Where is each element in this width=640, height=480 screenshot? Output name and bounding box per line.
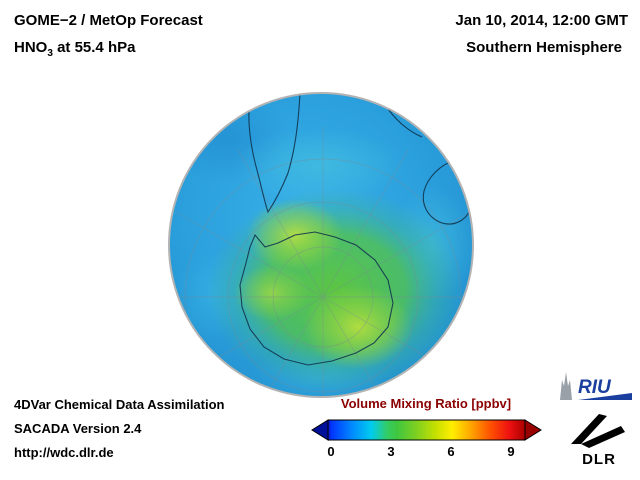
globe-rim [168,92,474,398]
riu-logo-text: RIU [578,377,612,398]
dlr-wing-icon [571,414,607,444]
colorbar-block: Volume Mixing Ratio [ppbv] [310,396,542,460]
colorbar-title: Volume Mixing Ratio [ppbv] [340,396,512,411]
riu-swoosh [578,393,632,400]
coastline-south-america [248,93,301,214]
website-url[interactable]: http://wdc.dlr.de [14,445,114,460]
colorbar-tick-3: 3 [387,444,394,459]
parameter-title: HNO3 at 55.4 hPa [14,39,203,59]
riu-logo-svg: RIU [560,372,632,400]
species-label: HNO [14,39,48,56]
colorbar-gradient-bar [327,419,526,441]
footer-credits: 4DVar Chemical Data Assimilation SACADA … [14,393,225,465]
riu-logo: RIU [558,370,636,404]
colorbar-tick-6: 6 [447,444,454,459]
header-right: Jan 10, 2014, 12:00 GMT Southern Hemisph… [455,12,628,56]
hemisphere-label: Southern Hemisphere [466,39,622,56]
version-label: SACADA Version 2.4 [14,421,142,436]
species-subscript: 3 [47,48,53,59]
dlr-logo: DLR [563,406,635,470]
header-left: GOME−2 / MetOp Forecast HNO3 at 55.4 hPa [14,12,203,59]
colorbar-left-arrow [311,419,329,441]
globe-svg [168,92,474,398]
product-title: GOME−2 / MetOp Forecast [14,12,203,29]
colorbar: 0 3 6 9 [311,419,542,459]
pressure-level-label: at 55.4 hPa [52,39,136,56]
dlr-logo-svg: DLR [571,414,625,468]
cathedral-icon [560,372,572,400]
graticule [169,127,473,397]
datetime-label: Jan 10, 2014, 12:00 GMT [455,12,628,29]
dlr-logo-text: DLR [582,451,616,468]
hemisphere-map [160,85,482,407]
colorbar-right-arrow [524,419,542,441]
colorbar-tick-9: 9 [507,444,514,459]
coastline-antarctica [239,231,394,366]
assimilation-label: 4DVar Chemical Data Assimilation [14,397,225,412]
dlr-wing2-icon [581,426,625,448]
coastline-africa [387,108,423,138]
colorbar-tick-0: 0 [327,444,334,459]
